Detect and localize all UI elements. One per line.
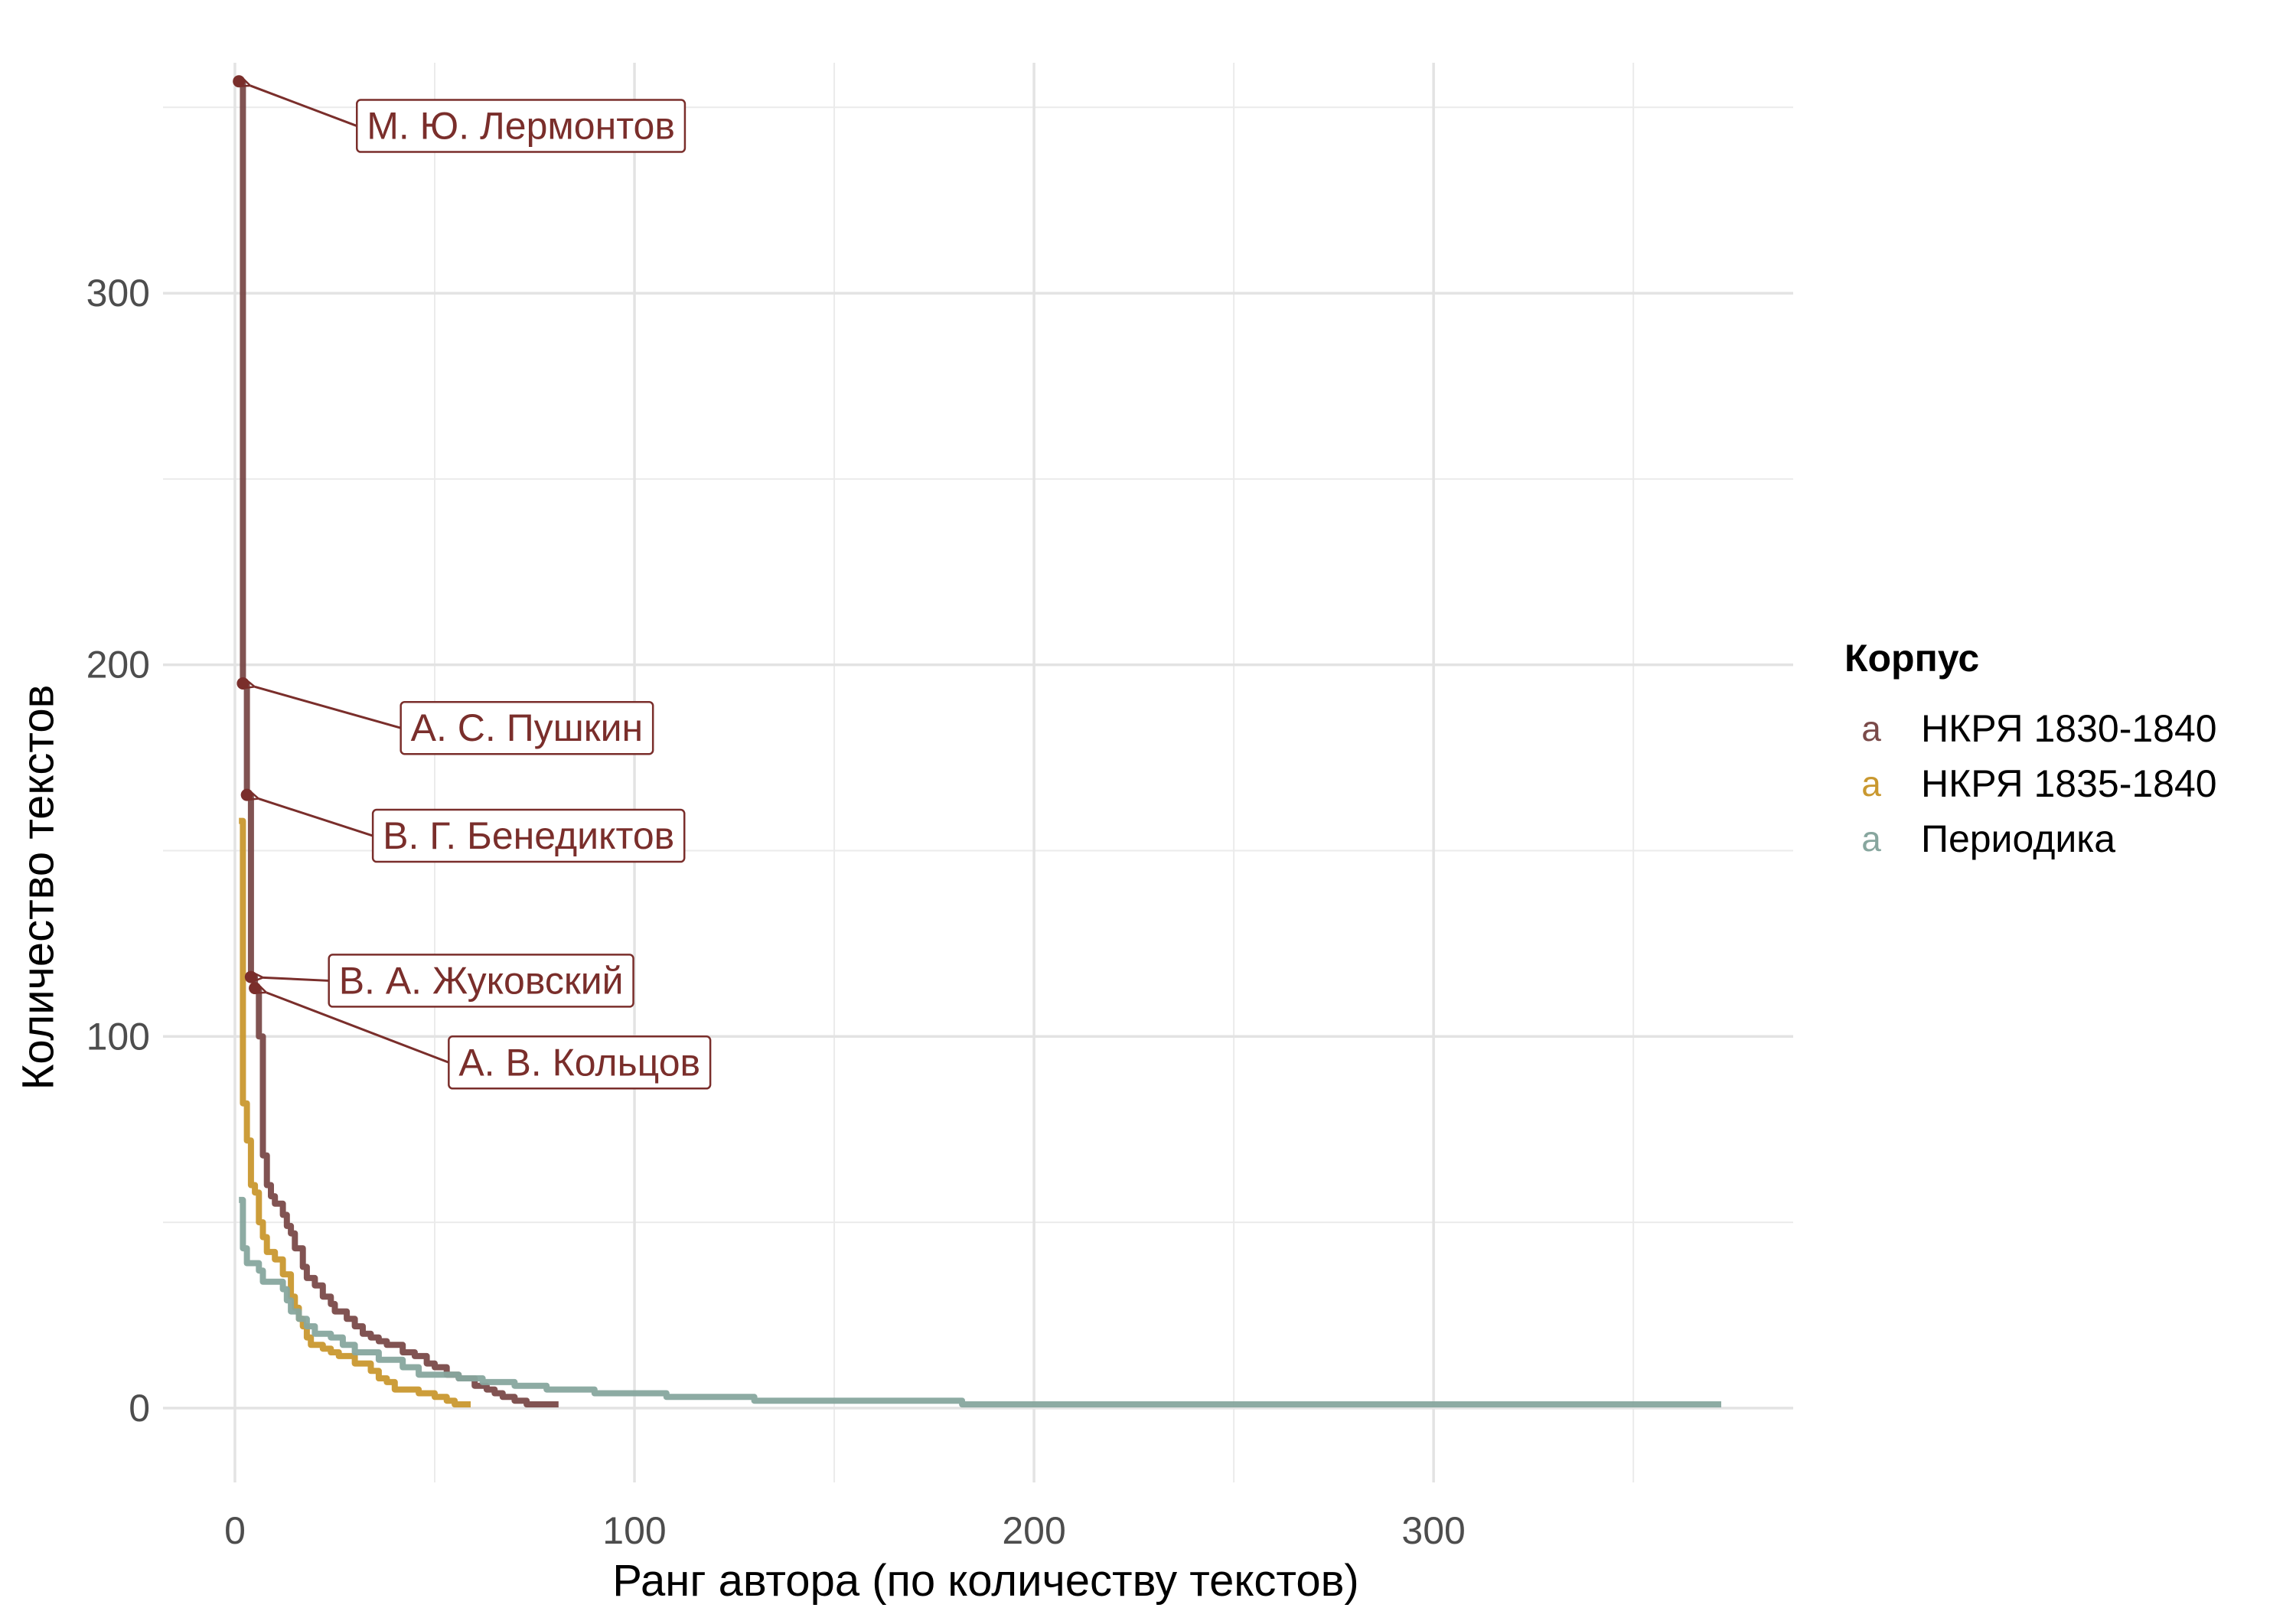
y-tick-label: 0 [129,1387,150,1430]
legend-title: Корпус [1844,637,1979,680]
annotation-arrow [250,86,357,127]
series-line-1 [239,817,471,1407]
annotated-point [240,788,253,801]
annotated-point [236,677,249,690]
y-tick-label: 200 [86,644,150,686]
annotation-label-text: А. В. Кольцов [458,1041,700,1084]
annotation-arrow [266,993,449,1064]
annotation-arrow [259,799,373,837]
annotation-label: А. С. Пушкин [400,700,654,755]
legend-label: НКРЯ 1835-1840 [1921,762,2217,805]
legend-key-glyph: a [1861,819,1881,859]
x-axis-title: Ранг автора (по количеству текстов) [612,1556,1358,1606]
legend: Корпус a НКРЯ 1830-1840 a НКРЯ 1835-1840 a Пер… [1844,637,2217,860]
x-tick-label: 0 [224,1509,246,1552]
legend-item: a Периодика [1861,817,2115,860]
series-layer [239,78,1721,1407]
annotation-arrow [255,686,402,729]
legend-label: Периодика [1921,817,2115,860]
x-tick-label: 100 [602,1509,666,1552]
annotation-label: А. В. Кольцов [448,1035,712,1090]
x-tick-label: 200 [1002,1509,1065,1552]
annotation-arrow [263,977,329,980]
annotation-label-text: В. Г. Бенедиктов [383,814,674,857]
annotation-label-text: М. Ю. Лермонтов [367,105,675,148]
series-line-2 [239,1196,1721,1407]
annotation-label: В. Г. Бенедиктов [371,808,686,863]
legend-label: НКРЯ 1830-1840 [1921,707,2217,750]
legend-key-glyph: a [1861,709,1881,748]
annotated-point [233,75,246,88]
annotated-point [244,970,257,983]
y-tick-label: 100 [86,1015,150,1058]
legend-item: a НКРЯ 1830-1840 [1861,707,2216,750]
x-tick-label: 300 [1401,1509,1465,1552]
legend-key-glyph: a [1861,764,1881,804]
annotation-label: М. Ю. Лермонтов [356,99,687,153]
annotation-layer: М. Ю. Лермонтов А. С. Пушкин В. Г. Бенедик… [233,75,712,1090]
annotation-label-text: А. С. Пушкин [411,706,644,749]
grid-layer [163,63,1793,1482]
y-axis-title: Количество текстов [14,685,64,1091]
annotation-label-text: В. А. Жуковский [339,959,624,1002]
annotation-label: В. А. Жуковский [328,954,634,1008]
axis-layer: 0 100 200 300 0 100 200 300 Ранг автора (по коли… [14,272,1466,1606]
annotated-point [249,982,262,995]
y-tick-label: 300 [86,272,150,315]
legend-item: a НКРЯ 1835-1840 [1861,762,2216,805]
